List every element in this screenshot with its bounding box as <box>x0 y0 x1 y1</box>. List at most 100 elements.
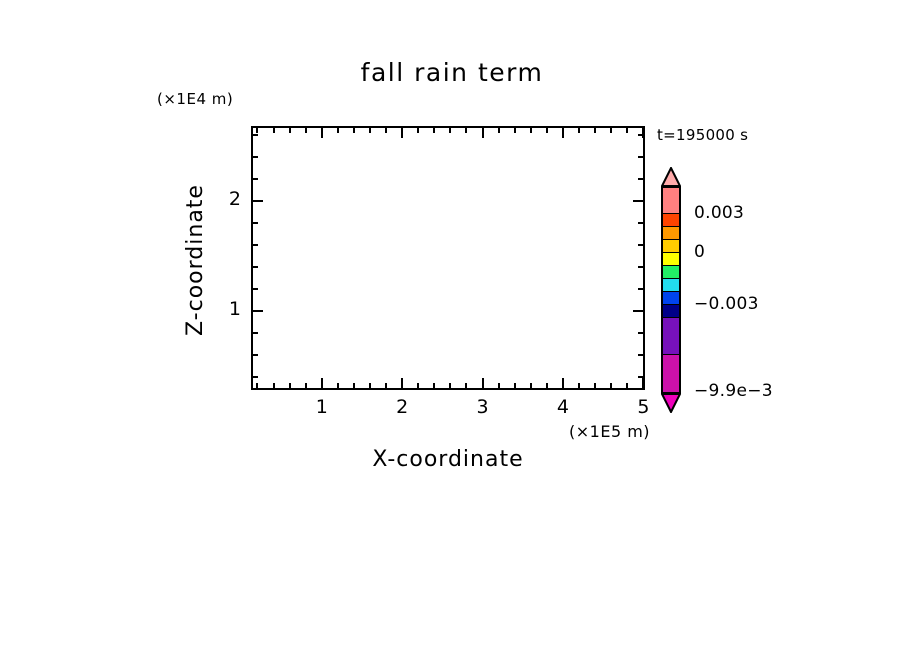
axis-tick <box>626 383 629 389</box>
axis-tick <box>252 133 258 136</box>
axis-tick <box>633 199 644 202</box>
colorbar-band <box>663 318 679 355</box>
axis-tick <box>610 127 613 133</box>
axis-tick <box>352 383 355 389</box>
axis-tick <box>401 127 404 138</box>
axis-tick <box>638 221 644 224</box>
axis-tick <box>449 383 452 389</box>
y-tick-label: 1 <box>228 297 241 320</box>
axis-tick <box>497 127 500 133</box>
colorbar <box>661 167 681 413</box>
axis-tick <box>561 127 564 138</box>
axis-tick <box>594 127 597 133</box>
axis-tick <box>465 127 468 133</box>
y-tick-label: 2 <box>228 187 241 210</box>
axis-tick <box>638 375 644 378</box>
axis-tick <box>638 265 644 268</box>
axis-tick <box>638 287 644 290</box>
axis-tick <box>638 133 644 136</box>
axis-tick <box>288 383 291 389</box>
axis-tick <box>272 127 275 133</box>
axis-tick <box>561 378 564 389</box>
colorbar-band <box>663 305 679 318</box>
axis-tick <box>252 177 258 180</box>
axis-tick <box>252 331 258 334</box>
axis-tick <box>594 383 597 389</box>
axis-tick <box>385 383 388 389</box>
colorbar-tick-label: −9.9e−3 <box>694 381 773 401</box>
x-tick-label: 3 <box>476 396 489 418</box>
axis-tick <box>336 383 339 389</box>
y-axis-title: Z-coordinate <box>183 184 208 336</box>
axis-tick <box>529 383 532 389</box>
axis-tick <box>369 383 371 389</box>
axis-tick <box>633 309 644 312</box>
axis-tick <box>638 155 644 158</box>
axis-tick <box>385 127 388 133</box>
axis-tick <box>252 155 258 158</box>
axis-tick <box>369 127 371 133</box>
axis-tick <box>256 383 259 389</box>
axis-tick <box>610 383 613 389</box>
axis-tick <box>465 383 468 389</box>
x-tick-label: 1 <box>315 396 328 418</box>
axis-tick <box>252 287 258 290</box>
axis-tick <box>513 127 516 133</box>
axis-tick <box>252 199 263 202</box>
axis-tick <box>481 127 484 138</box>
axis-tick <box>449 127 452 133</box>
x-tick-label: 4 <box>556 396 570 418</box>
x-axis-title: X-coordinate <box>372 447 524 472</box>
axis-tick <box>642 378 645 389</box>
axis-tick <box>638 177 644 180</box>
colorbar-band <box>663 253 679 266</box>
axis-tick <box>352 127 355 133</box>
axis-tick <box>417 383 420 389</box>
axis-tick <box>252 375 258 378</box>
colorbar-band <box>663 240 679 253</box>
axis-tick <box>626 127 629 133</box>
y-axis-unit-label: (×1E4 m) <box>157 90 234 108</box>
page-title: fall rain term <box>360 58 544 87</box>
x-tick-label: 2 <box>396 396 409 418</box>
axis-tick <box>642 127 645 138</box>
axis-tick <box>401 378 404 389</box>
axis-tick <box>304 383 307 389</box>
axis-tick <box>545 127 548 133</box>
axis-tick <box>497 383 500 389</box>
axis-tick <box>578 383 581 389</box>
axis-tick <box>304 127 307 133</box>
colorbar-tick-label: −0.003 <box>694 294 759 314</box>
axis-tick <box>252 221 258 224</box>
colorbar-band <box>663 355 679 392</box>
colorbar-band <box>663 266 679 279</box>
axis-tick <box>433 383 436 389</box>
colorbar-band <box>663 227 679 240</box>
axis-tick <box>288 127 291 133</box>
x-axis-unit-label: (×1E5 m) <box>569 422 651 441</box>
x-tick-label: 5 <box>637 396 650 418</box>
colorbar-band <box>663 279 679 292</box>
plot-area <box>251 126 645 390</box>
axis-tick <box>320 378 323 389</box>
axis-tick <box>256 127 259 133</box>
axis-tick <box>336 127 339 133</box>
axis-tick <box>272 383 275 389</box>
axis-tick <box>252 243 258 246</box>
time-annotation: t=195000 s <box>657 126 749 144</box>
colorbar-top-arrow-icon <box>661 167 681 187</box>
axis-tick <box>638 243 644 246</box>
axis-tick <box>578 127 581 133</box>
colorbar-band <box>663 188 679 214</box>
axis-tick <box>252 353 258 356</box>
colorbar-tick-label: 0.003 <box>694 203 745 223</box>
axis-tick <box>433 127 436 133</box>
axis-tick <box>417 127 420 133</box>
axis-tick <box>320 127 323 138</box>
axis-tick <box>638 331 644 334</box>
axis-tick <box>513 383 516 389</box>
axis-tick <box>481 378 484 389</box>
axis-tick <box>529 127 532 133</box>
axis-tick <box>638 353 644 356</box>
